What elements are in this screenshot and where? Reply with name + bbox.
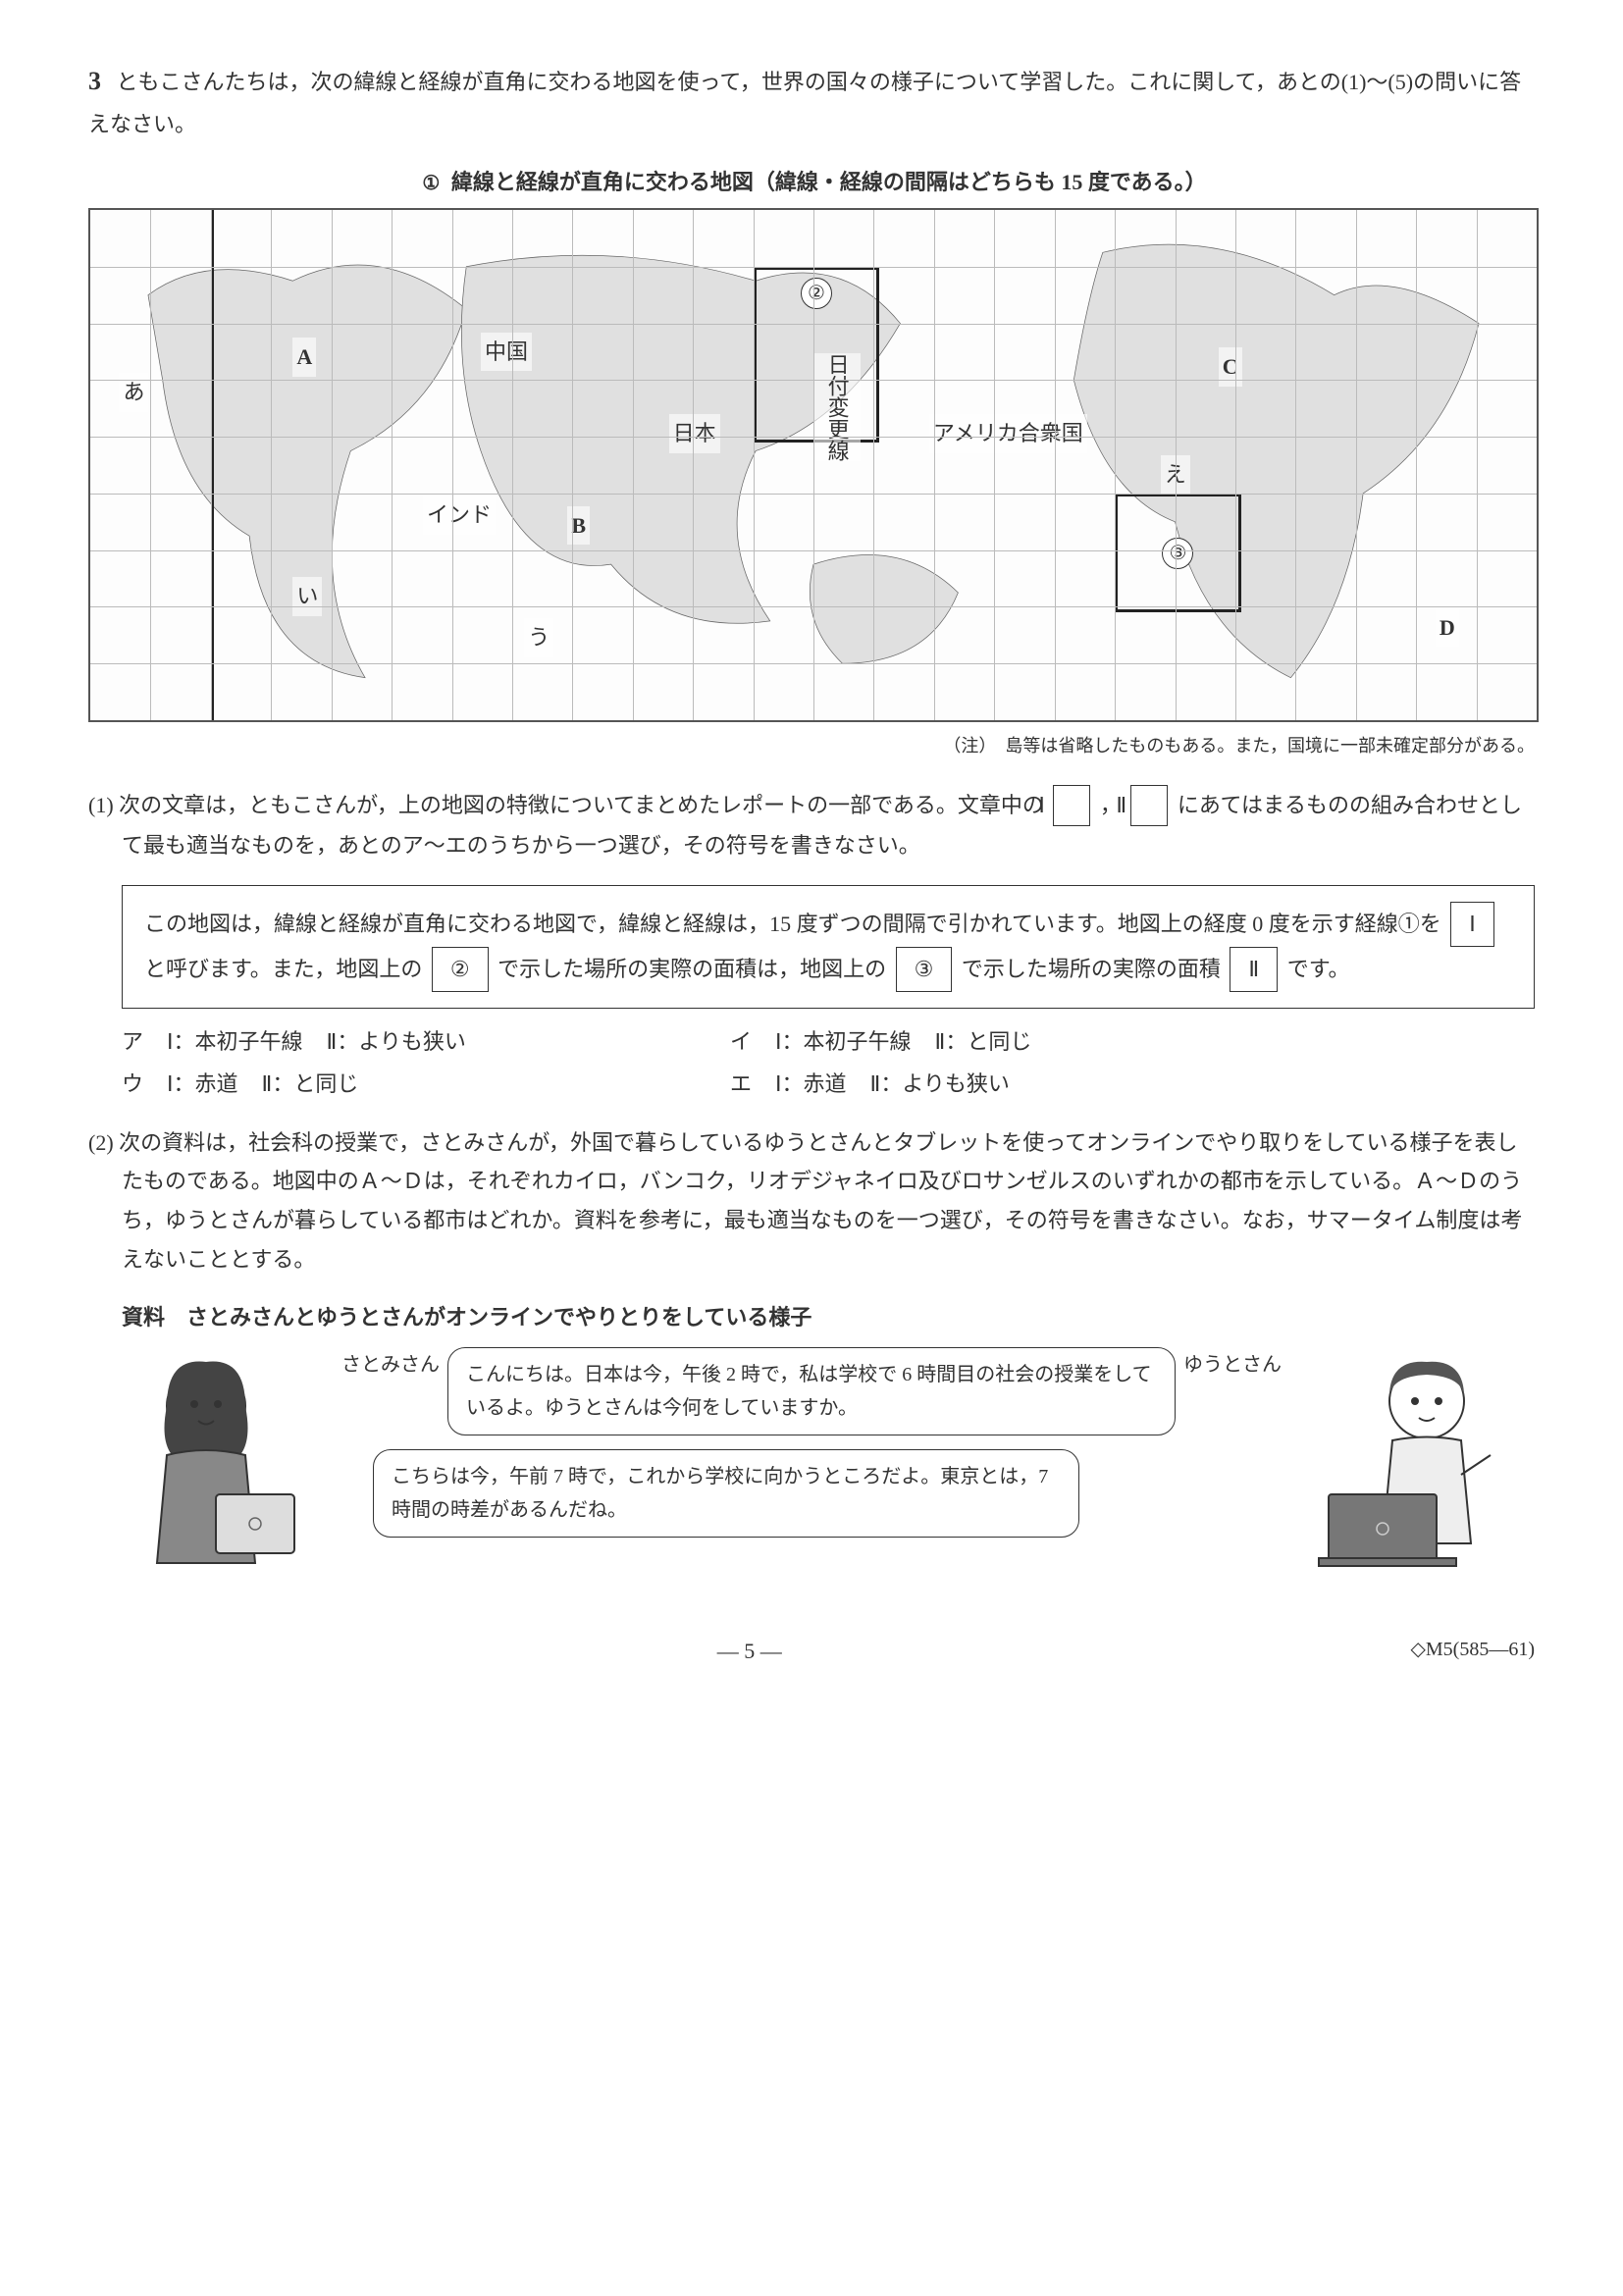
choice-u-sym: ウ bbox=[122, 1065, 143, 1104]
gridline-v bbox=[693, 210, 694, 720]
gridline-v bbox=[452, 210, 453, 720]
page-number: — 5 — bbox=[88, 1632, 1411, 1671]
map-box-2-label: ② bbox=[801, 278, 832, 309]
gridline-v bbox=[512, 210, 513, 720]
document-code: ◇M5(585—61) bbox=[1411, 1632, 1535, 1671]
map-box-3: ③ bbox=[1115, 494, 1241, 613]
choice-i-sym: イ bbox=[730, 1022, 752, 1062]
gridline-v bbox=[150, 210, 151, 720]
gridline-h bbox=[90, 663, 1537, 664]
page-footer: — 5 — ◇M5(585—61) bbox=[88, 1632, 1535, 1671]
map-label-india: インド bbox=[423, 496, 496, 535]
satomi-illustration bbox=[108, 1347, 314, 1583]
choice-e-ii: Ⅱ：よりも狭い bbox=[870, 1065, 1010, 1104]
quote-t1: この地図は，緯線と経線が直角に交わる地図で，緯線と経線は，15 度ずつの間隔で引… bbox=[144, 912, 1441, 936]
gridline-v bbox=[1356, 210, 1357, 720]
gridline-v bbox=[633, 210, 634, 720]
blank-I: Ⅰ bbox=[1053, 785, 1090, 826]
question-intro-text: ともこさんたちは，次の緯線と経線が直角に交わる地図を使って，世界の国々の様子につ… bbox=[88, 70, 1521, 136]
gridline-h bbox=[90, 380, 1537, 381]
map-label-i: い bbox=[292, 577, 322, 616]
map-box-3-label: ③ bbox=[1162, 538, 1193, 569]
map-point-B: B bbox=[567, 506, 590, 546]
sub-question-1: (1) 次の文章は，ともこさんが，上の地図の特徴についてまとめたレポートの一部で… bbox=[88, 785, 1535, 864]
map-meridian-marker: ① bbox=[416, 169, 445, 198]
gridline-v bbox=[934, 210, 935, 720]
gridline-v bbox=[332, 210, 333, 720]
speech-bubble-2: こちらは今，午前 7 時で，これから学校に向かうところだよ。東京とは，7 時間の… bbox=[373, 1449, 1079, 1538]
map-title: ① 緯線と経線が直角に交わる地図（緯線・経線の間隔はどちらも 15 度である。） bbox=[88, 163, 1535, 202]
quote-blank-I: Ⅰ bbox=[1450, 902, 1494, 947]
gridline-h bbox=[90, 550, 1537, 551]
choice-i-i: Ⅰ：本初子午線 bbox=[775, 1022, 912, 1062]
map-label-china: 中国 bbox=[481, 333, 532, 372]
speech-bubble-1: こんにちは。日本は今，午後 2 時で，私は学校で 6 時間目の社会の授業をしてい… bbox=[447, 1347, 1176, 1435]
sub-question-2: (2) 次の資料は，社会科の授業で，さとみさんが，外国で暮らしているゆうとさんと… bbox=[88, 1123, 1535, 1278]
gridline-v bbox=[271, 210, 272, 720]
gridline-h bbox=[90, 267, 1537, 268]
gridline-v bbox=[392, 210, 393, 720]
gridline-v bbox=[1055, 210, 1056, 720]
subq2-number: (2) bbox=[88, 1130, 114, 1155]
gridline-v bbox=[1295, 210, 1296, 720]
gridline-h bbox=[90, 324, 1537, 325]
choice-a-i: Ⅰ：本初子午線 bbox=[167, 1022, 303, 1062]
quote-t5: です。 bbox=[1287, 957, 1350, 981]
choice-u-ii: Ⅱ：と同じ bbox=[262, 1065, 359, 1104]
gridline-h bbox=[90, 437, 1537, 438]
map-label-dateline: 日付変更線 bbox=[813, 353, 861, 461]
choice-a: ア Ⅰ：本初子午線 Ⅱ：よりも狭い bbox=[122, 1022, 671, 1062]
gridline-v bbox=[754, 210, 755, 720]
map-label-usa: アメリカ合衆国 bbox=[929, 414, 1087, 453]
yuuto-name: ゆうとさん bbox=[1183, 1347, 1282, 1383]
gridline-v bbox=[994, 210, 995, 720]
subq2-text: 次の資料は，社会科の授業で，さとみさんが，外国で暮らしているゆうとさんとタブレッ… bbox=[119, 1130, 1522, 1272]
dialogue: さとみさん こんにちは。日本は今，午後 2 時で，私は学校で 6 時間目の社会の… bbox=[108, 1347, 1535, 1583]
quote-t2: と呼びます。また，地図上の bbox=[144, 957, 422, 981]
subq1-lead-a: 次の文章は，ともこさんが，上の地図の特徴についてまとめたレポートの一部である。文… bbox=[119, 793, 1044, 817]
gridline-v bbox=[873, 210, 874, 720]
gridline-h bbox=[90, 494, 1537, 495]
blank-II: Ⅱ bbox=[1130, 785, 1168, 826]
gridline-h bbox=[90, 606, 1537, 607]
quote-t4: で示した場所の実際の面積 bbox=[962, 957, 1221, 981]
quote-blank-3: ③ bbox=[896, 947, 953, 992]
quote-box: この地図は，緯線と経線が直角に交わる地図で，緯線と経線は，15 度ずつの間隔で引… bbox=[122, 885, 1535, 1009]
quote-blank-II: Ⅱ bbox=[1230, 947, 1278, 992]
world-map: ② ③ あ い う え A B C D 中国 インド 日本 アメリカ合衆国 日付… bbox=[88, 208, 1539, 722]
choices: ア Ⅰ：本初子午線 Ⅱ：よりも狭い イ Ⅰ：本初子午線 Ⅱ：と同じ ウ Ⅰ：赤道… bbox=[122, 1022, 1535, 1104]
choice-e: エ Ⅰ：赤道 Ⅱ：よりも狭い bbox=[730, 1065, 1280, 1104]
gridline-v bbox=[1416, 210, 1417, 720]
map-label-a: あ bbox=[119, 373, 148, 412]
gridline-v bbox=[813, 210, 814, 720]
map-point-D: D bbox=[1436, 608, 1459, 648]
choice-e-sym: エ bbox=[730, 1065, 752, 1104]
gridline-v bbox=[1176, 210, 1177, 720]
map-note: （注） 島等は省略したものもある。また，国境に一部未確定部分がある。 bbox=[88, 730, 1535, 761]
gridline-v bbox=[1477, 210, 1478, 720]
yuuto-illustration bbox=[1309, 1347, 1535, 1583]
gridline-v bbox=[1235, 210, 1236, 720]
choice-e-i: Ⅰ：赤道 bbox=[775, 1065, 847, 1104]
choice-i-ii: Ⅱ：と同じ bbox=[935, 1022, 1032, 1062]
map-label-japan: 日本 bbox=[669, 414, 720, 453]
map-label-u: う bbox=[524, 618, 553, 657]
subq1-number: (1) bbox=[88, 793, 114, 817]
choice-i: イ Ⅰ：本初子午線 Ⅱ：と同じ bbox=[730, 1022, 1280, 1062]
satomi-name: さとみさん bbox=[341, 1347, 440, 1383]
map-point-A: A bbox=[292, 338, 316, 377]
gridline-v bbox=[1115, 210, 1116, 720]
gridline-v bbox=[572, 210, 573, 720]
quote-blank-2: ② bbox=[432, 947, 489, 992]
choice-a-sym: ア bbox=[122, 1022, 143, 1062]
question-intro: 3 ともこさんたちは，次の緯線と経線が直角に交わる地図を使って，世界の国々の様子… bbox=[88, 59, 1535, 143]
map-title-text: 緯線と経線が直角に交わる地図（緯線・経線の間隔はどちらも 15 度である。） bbox=[451, 170, 1207, 194]
choice-u-i: Ⅰ：赤道 bbox=[167, 1065, 238, 1104]
choice-a-ii: Ⅱ：よりも狭い bbox=[327, 1022, 466, 1062]
quote-t3: で示した場所の実際の面積は，地図上の bbox=[497, 957, 886, 981]
material-title: 資料 さとみさんとゆうとさんがオンラインでやりとりをしている様子 bbox=[122, 1298, 1535, 1337]
choice-u: ウ Ⅰ：赤道 Ⅱ：と同じ bbox=[122, 1065, 671, 1104]
question-number: 3 bbox=[88, 67, 101, 95]
gridline-v bbox=[211, 210, 212, 720]
